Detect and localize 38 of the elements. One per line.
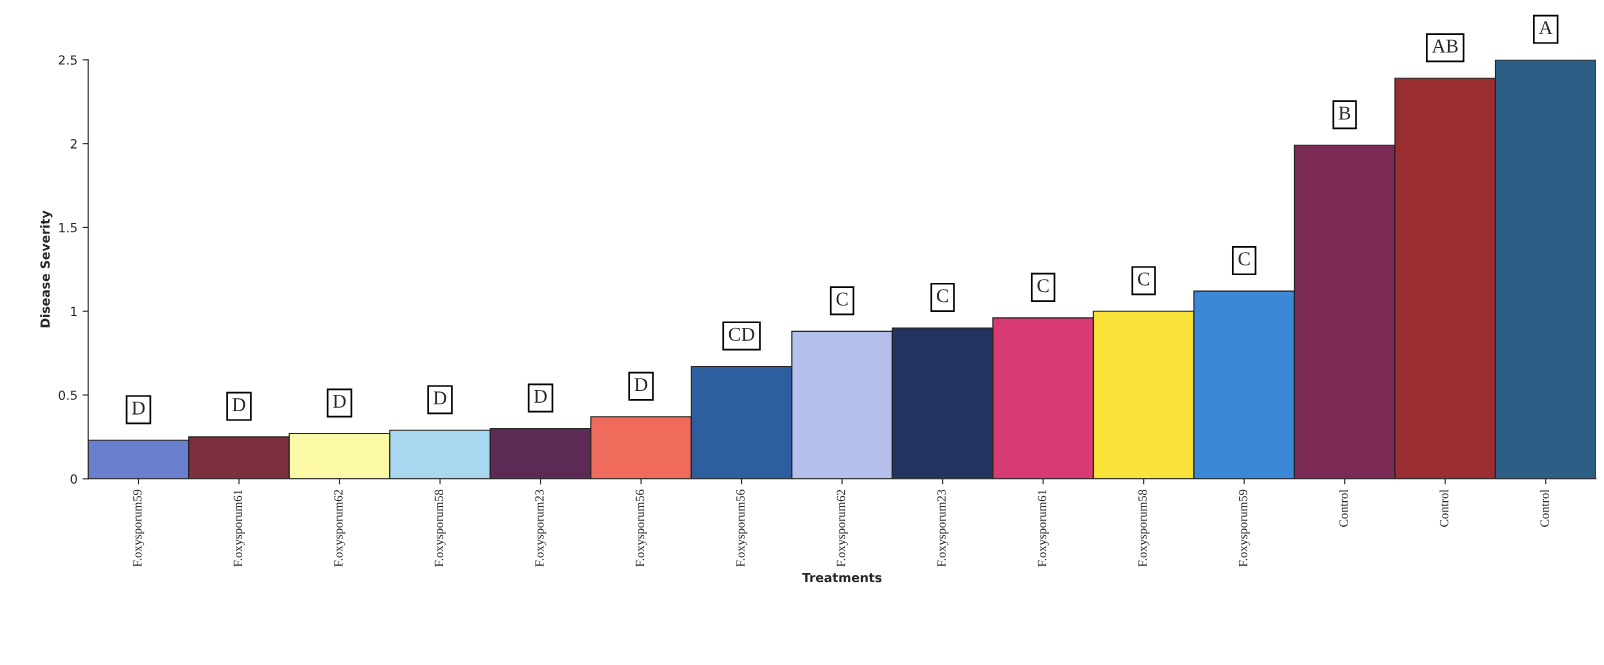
x-tick-label: F.oxysporum61 — [233, 489, 245, 567]
x-tick-label: F.oxysporum58 — [434, 489, 446, 567]
x-tick-label: F.oxysporum59 — [1238, 489, 1250, 567]
annotation: D — [232, 398, 246, 412]
annotation: D — [333, 394, 346, 408]
y-axis-title: Disease Severity — [40, 210, 53, 328]
y-tick-label: 0 — [70, 474, 77, 484]
x-tick-label: F.oxysporum23 — [937, 489, 949, 567]
y-tick-label: 0.5 — [58, 390, 77, 400]
x-tick-label: F.oxysporum62 — [334, 489, 346, 567]
annotation: C — [1037, 279, 1049, 293]
annotation: B — [1338, 106, 1351, 120]
text: AB — [1431, 39, 1458, 53]
x-tick-label: F.oxysporum56 — [635, 489, 647, 567]
x-tick-label: F.oxysporum56 — [736, 489, 748, 567]
y-tick-label: 2 — [70, 139, 77, 149]
annotation: C — [836, 292, 848, 306]
annotation: C — [1137, 272, 1150, 286]
x-tick-label: Control — [1339, 489, 1348, 527]
annotation: C — [936, 289, 949, 303]
x-tick-label: F.oxysporum23 — [535, 489, 547, 567]
x-axis-title: Treatments — [802, 572, 882, 583]
x-tick-label: F.oxysporum58 — [1138, 489, 1150, 567]
annotation: C — [1238, 252, 1250, 266]
x-tick-label: Control — [1540, 489, 1549, 527]
annotation: D — [534, 389, 547, 403]
y-tick-label: 2.5 — [58, 55, 77, 65]
annotation: D — [132, 401, 145, 415]
annotation: D — [634, 378, 648, 391]
x-tick-label: F.oxysporum61 — [1037, 489, 1049, 567]
y-tick-label: 1.5 — [59, 223, 77, 233]
x-tick-label: F.oxysporum59 — [133, 489, 145, 567]
annotation: D — [433, 391, 447, 405]
y-tick-label: 1 — [71, 306, 77, 316]
annotation: CD — [728, 327, 755, 341]
x-tick-label: Control — [1439, 489, 1449, 527]
text: A — [1538, 21, 1553, 34]
x-tick-label: F.oxysporum62 — [836, 489, 848, 567]
